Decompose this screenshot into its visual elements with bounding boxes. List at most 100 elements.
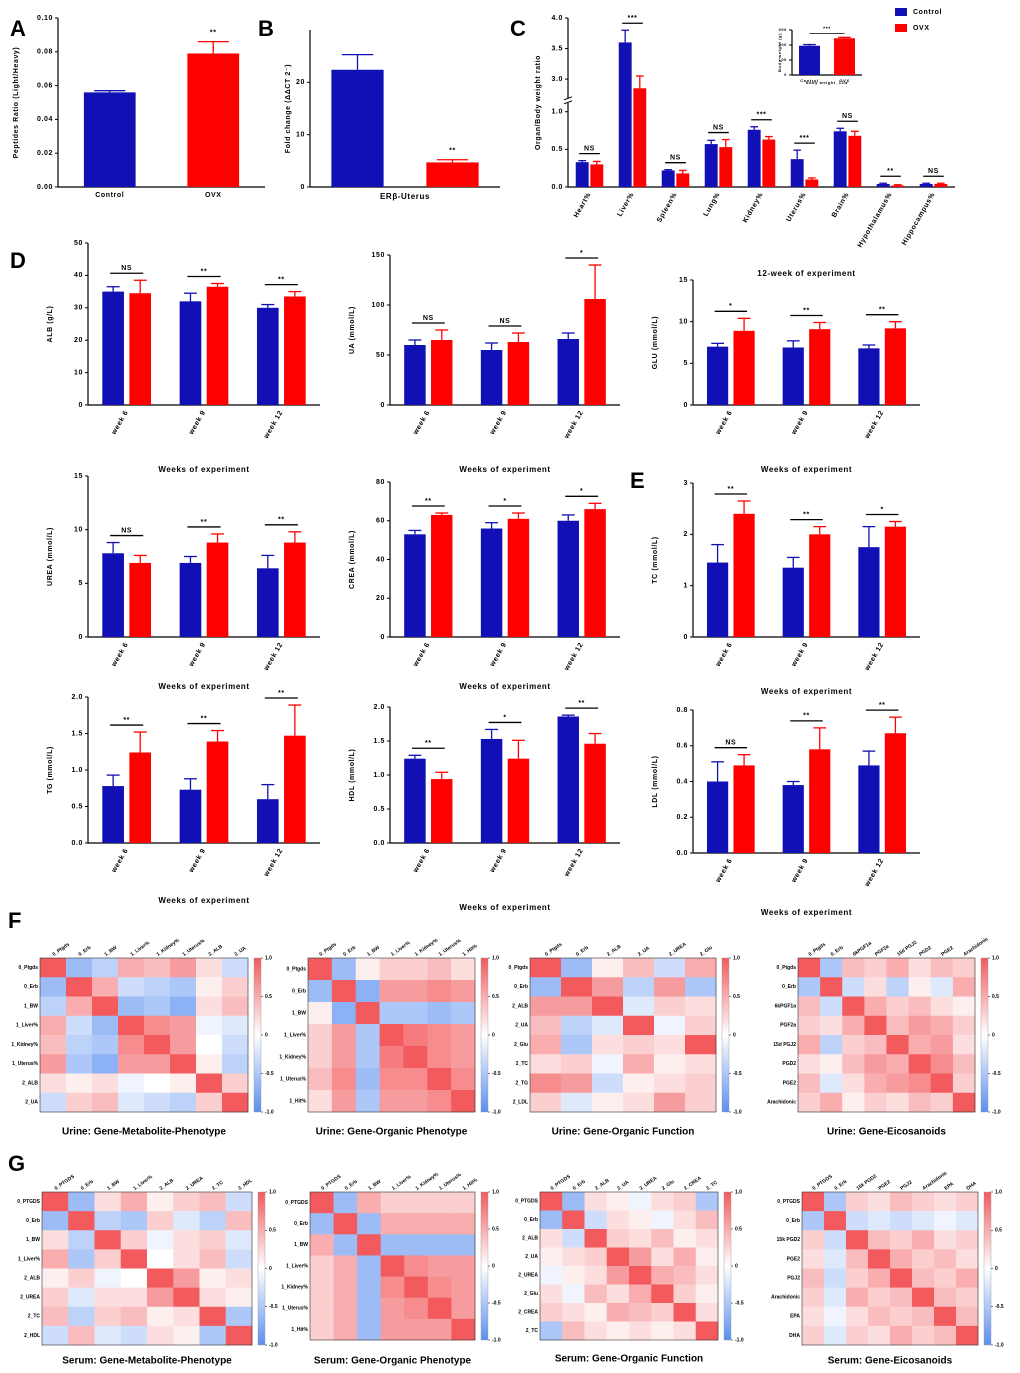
x-tick-label: week 6 xyxy=(714,409,734,436)
y-tick-label: 15 xyxy=(74,473,83,480)
colorbar-tick-label: -0.5 xyxy=(995,1304,1004,1310)
heatmap-cell xyxy=(673,1247,697,1267)
heatmap-cell xyxy=(427,958,452,981)
heatmap-cell xyxy=(846,1230,869,1250)
heatmap-cell xyxy=(120,1192,148,1212)
y-tick-label: 60 xyxy=(376,518,385,525)
heatmap-cell xyxy=(561,1035,593,1055)
heatmap-cell xyxy=(357,1213,382,1235)
row-label: 2_ALB xyxy=(512,1003,528,1009)
heatmap-cell xyxy=(868,1306,891,1327)
heatmap-cell xyxy=(144,1073,171,1094)
heatmap-cell xyxy=(310,1213,334,1235)
heatmap-cell xyxy=(379,1090,404,1113)
colorbar-tick-label: 0.5 xyxy=(992,994,999,1000)
heatmap-cell xyxy=(842,1073,865,1094)
heatmap-cell xyxy=(934,1230,957,1250)
bar xyxy=(782,347,804,405)
row-label: PGJ2 xyxy=(787,1275,800,1281)
bar xyxy=(557,716,579,843)
panel-label: D xyxy=(10,248,26,273)
y-tick-label: 20 xyxy=(74,337,83,344)
heatmap-cell xyxy=(92,977,119,997)
bar xyxy=(431,340,453,405)
bar xyxy=(206,542,229,637)
colorbar-tick-label: 1.0 xyxy=(733,955,740,961)
heatmap-cell xyxy=(222,1035,249,1055)
heatmap-cell xyxy=(331,1024,357,1047)
heatmap-cell xyxy=(623,977,655,997)
heatmap-cell xyxy=(629,1229,652,1248)
heatmap-cell xyxy=(120,1287,148,1308)
heatmap-cell xyxy=(42,1268,69,1288)
colorbar-tick-label: -0.5 xyxy=(492,1300,501,1306)
heatmap-cell xyxy=(654,1015,686,1036)
row-label: 2_LDL xyxy=(513,1100,528,1106)
bar xyxy=(102,553,124,637)
heatmap-cell xyxy=(864,958,887,978)
row-label: 2_UA xyxy=(515,1023,528,1029)
y-tick-label: 0.0 xyxy=(71,840,83,847)
heatmap-cell xyxy=(654,1073,686,1094)
heatmap-cell xyxy=(802,1211,825,1231)
bar xyxy=(934,183,948,187)
y-tick-label: 1 xyxy=(684,583,689,590)
y-axis-label: GLU (mmol/L) xyxy=(652,316,659,369)
heatmap-frame xyxy=(309,1191,476,1341)
column-label: 1_Kidney% xyxy=(414,937,440,958)
heatmap-cell xyxy=(802,1306,825,1327)
significance-label: ** xyxy=(803,713,810,720)
heatmap-cell xyxy=(225,1192,253,1212)
heatmap-cell xyxy=(380,1318,405,1341)
row-label: 2_ALB xyxy=(22,1080,38,1086)
heatmap-cell xyxy=(147,1306,174,1327)
heatmap-frame xyxy=(41,1191,253,1346)
heatmap-cell xyxy=(40,1035,67,1055)
y-tick-label: 3.5 xyxy=(551,45,563,52)
row-label: 15k PGD2 xyxy=(777,1237,801,1243)
colorbar-tick-label: 0 xyxy=(733,1032,736,1038)
significance-label: NS xyxy=(121,265,132,272)
heatmap-cell xyxy=(629,1303,652,1322)
column-label: 0_PTGDS xyxy=(811,1173,834,1191)
heatmap-cell xyxy=(404,1234,429,1256)
y-tick-label: 0 xyxy=(684,402,689,409)
heatmap-cell xyxy=(824,1287,847,1308)
heatmap-cell xyxy=(886,958,909,978)
x-tick-label: week 9 xyxy=(790,641,810,668)
row-label: 1_Liver% xyxy=(18,1256,41,1262)
heatmap-cell xyxy=(380,1234,405,1256)
y-tick-label: 40 xyxy=(376,556,385,563)
bar xyxy=(834,38,855,75)
y-axis-label: Peptides Ratio (Light/Heavy) xyxy=(13,47,20,159)
heatmap-cell xyxy=(530,1035,562,1055)
significance-label: *** xyxy=(800,135,810,142)
heatmap-cell xyxy=(68,1230,95,1250)
heatmap-cell xyxy=(333,1192,358,1214)
y-tick-label: 10 xyxy=(679,319,688,326)
colorbar-tick-label: 0 xyxy=(265,1032,268,1038)
heatmap-cell xyxy=(673,1192,697,1211)
heatmap-cell xyxy=(846,1306,869,1327)
heatmap-cell xyxy=(695,1303,719,1322)
heatmap-cell xyxy=(561,1073,593,1094)
heatmap-cell xyxy=(170,996,197,1017)
bar xyxy=(790,159,804,187)
bar xyxy=(858,348,880,405)
significance-label: NS xyxy=(670,155,681,162)
heatmap-cell xyxy=(912,1192,935,1212)
heatmap-cell xyxy=(802,1268,825,1288)
row-label: 2_UREA xyxy=(20,1295,40,1301)
heatmap-cell xyxy=(173,1192,200,1212)
x-tick-label: Hypothalamus% xyxy=(857,191,894,249)
heatmap-cell xyxy=(651,1229,674,1248)
heatmap-cell xyxy=(42,1249,69,1269)
heatmap-cell xyxy=(40,958,67,978)
heatmap-cell xyxy=(934,1268,957,1288)
panel-label: B xyxy=(258,16,274,41)
heatmap-cell xyxy=(66,1092,93,1113)
column-label: PGE2 xyxy=(877,1179,892,1192)
x-tick-label: week 12 xyxy=(863,641,885,672)
heatmap-cell xyxy=(355,1068,380,1091)
heatmap-cell xyxy=(798,1073,821,1094)
